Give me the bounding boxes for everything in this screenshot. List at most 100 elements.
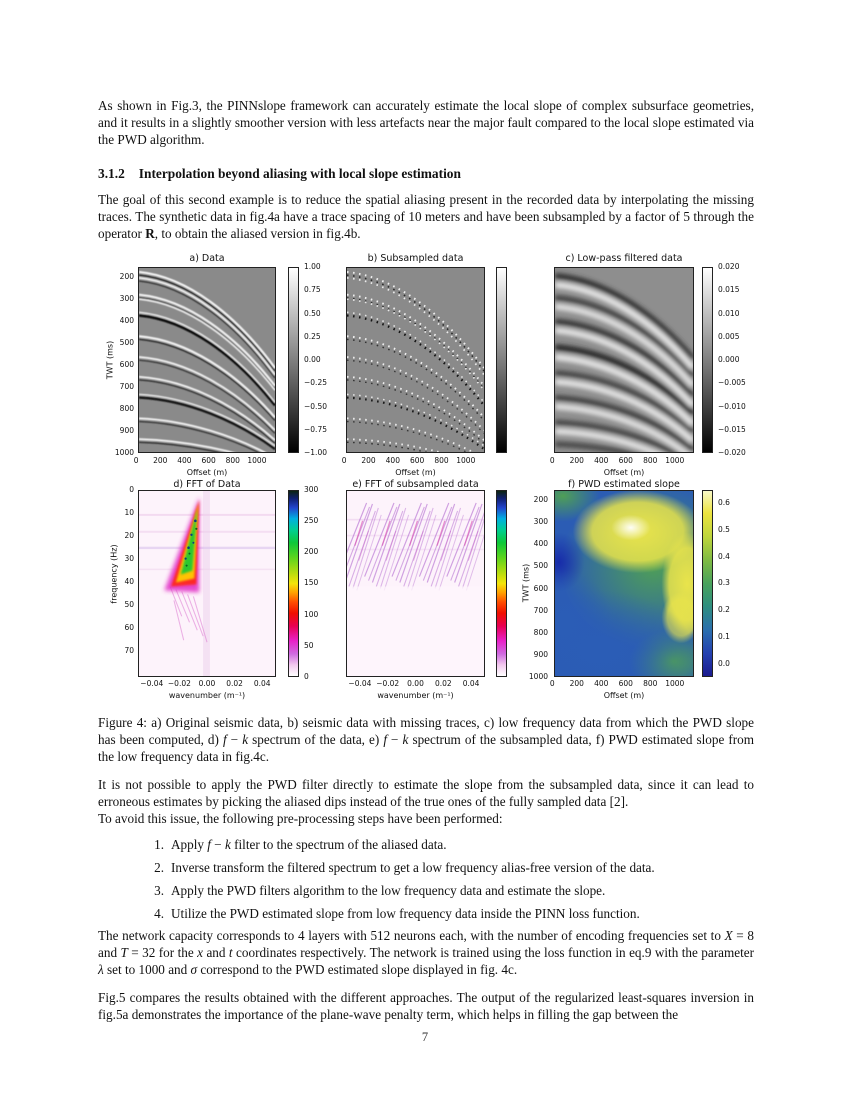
subplot-f-ytick-labels: 200 300 400 500 600 700 800 900 1000 (518, 495, 548, 682)
tick-label: 0.25 (304, 331, 321, 341)
figure-caption: Figure 4: a) Original seismic data, b) s… (98, 714, 754, 765)
preprocessing-steps-list: 1. Apply f − k filter to the spectrum of … (98, 836, 754, 928)
fft-subsampled-plot (347, 491, 484, 676)
text-segment: − (210, 837, 225, 852)
list-item: 1. Apply f − k filter to the spectrum of … (98, 836, 754, 853)
tick-label: 0.02 (226, 679, 243, 688)
text-segment: correspond to the PWD estimated slope di… (197, 962, 518, 977)
tick-label: 0 (304, 671, 309, 681)
tick-label: 300 (533, 517, 548, 527)
subplot-b-xtick-labels: 0 200 400 600 800 1000 (332, 456, 478, 466)
tick-label: 0.02 (434, 679, 452, 688)
tick-label: 0.010 (718, 308, 740, 318)
tick-label: 0.3 (718, 578, 730, 588)
tick-label: −0.02 (167, 679, 191, 688)
tick-label: 0.2 (718, 605, 730, 615)
tick-label: 1000 (456, 456, 476, 465)
text-segment: To avoid this issue, the following pre-p… (98, 811, 503, 826)
tick-label: 500 (533, 561, 548, 571)
tick-label: 1000 (665, 456, 685, 465)
tick-label: 150 (304, 578, 319, 588)
paragraph-1: As shown in Fig.3, the PINNslope framewo… (98, 97, 754, 148)
text-segment: The goal of this second example is to re… (98, 192, 754, 241)
tick-label: 800 (643, 679, 658, 688)
tick-label: 0.015 (718, 285, 740, 295)
text-segment: − (226, 732, 243, 747)
tick-label: −0.04 (140, 679, 164, 688)
text-segment: It is not possible to apply the PWD filt… (98, 777, 754, 809)
tick-label: 0.04 (253, 679, 271, 688)
text-segment: filter to the spectrum of the aliased da… (230, 837, 447, 852)
tick-label: 200 (533, 495, 548, 504)
subplot-a-seismic-image (138, 267, 276, 453)
subplot-b-title: b) Subsampled data (367, 253, 464, 264)
text-segment: t (228, 945, 233, 960)
subplot-f-xtick-labels: 0 200 400 600 800 1000 (540, 679, 687, 689)
text-segment: Figure 4: a) Original seismic data, b) s… (98, 715, 754, 747)
subplot-a-colorbar-ticks: 1.00 0.75 0.50 0.25 0.00 −0.25 −0.50 −0.75 −1.00 (304, 262, 338, 458)
tick-label: 20 (124, 531, 134, 540)
tick-label: 10 (124, 508, 134, 517)
tick-label: 0.50 (304, 308, 321, 318)
tick-label: 1000 (114, 448, 134, 457)
tick-label: 900 (119, 426, 134, 435)
tick-label: 100 (304, 609, 319, 619)
tick-label: 0.020 (718, 262, 740, 271)
subplot-e-xlabel: wavenumber (m⁻¹) (377, 691, 454, 700)
subplot-c-colorbar-ticks: 0.020 0.015 0.010 0.005 0.000 −0.005 −0.010 −0.… (718, 262, 758, 458)
tick-label: 800 (119, 404, 134, 413)
tick-label: 200 (304, 547, 319, 557)
subplot-a-title: a) Data (189, 253, 225, 264)
page-number: 7 (421, 1030, 429, 1044)
text-segment: Utilize the PWD estimated slope from low… (171, 906, 640, 921)
tick-label: 0.75 (304, 285, 321, 295)
tick-label: 0.6 (718, 498, 730, 507)
lowpass-data-plot (555, 268, 693, 452)
text-segment: coordinates respectively. The network is… (232, 945, 754, 960)
tick-label: 300 (304, 485, 319, 494)
subplot-f-slope-image (554, 490, 694, 677)
tick-label: 40 (124, 577, 134, 586)
subplot-b-colorbar (496, 267, 507, 453)
text-segment: k (402, 732, 409, 747)
tick-label: 0.4 (718, 551, 730, 561)
subplot-d-colorbar-ticks: 300 250 200 150 100 50 0 (304, 485, 334, 682)
tick-label: 70 (124, 646, 134, 655)
text-segment: Apply (171, 837, 208, 852)
tick-label: 60 (124, 623, 134, 632)
tick-label: 300 (119, 294, 134, 303)
subplot-f-colorbar (702, 490, 713, 677)
tick-label: 600 (618, 679, 633, 688)
list-item-number: 1. (154, 837, 164, 852)
paragraph-2: The goal of this second example is to re… (98, 191, 754, 242)
subplot-a-xlabel: Offset (m) (186, 468, 228, 477)
tick-label: 50 (304, 640, 314, 650)
tick-label: 0.0 (718, 658, 730, 668)
text-segment: X (724, 928, 733, 943)
text-segment: Inverse transform the filtered spectrum … (171, 860, 655, 875)
tick-label: −0.50 (304, 401, 327, 411)
text-segment: λ (98, 962, 104, 977)
tick-label: 400 (119, 316, 134, 325)
tick-label: −0.02 (376, 679, 400, 688)
tick-label: 600 (618, 456, 633, 465)
text-segment: f (383, 732, 387, 747)
tick-label: 800 (533, 627, 548, 637)
tick-label: 0 (133, 456, 139, 465)
subplot-f-xlabel: Offset (m) (603, 691, 645, 700)
text-segment: f (222, 732, 227, 747)
subplot-f-colorbar-ticks: 0.6 0.5 0.4 0.3 0.2 0.1 0.0 (718, 498, 742, 669)
tick-label: 200 (569, 456, 584, 465)
tick-label: 900 (533, 649, 548, 659)
tick-label: 600 (119, 360, 134, 369)
tick-label: 200 (361, 456, 376, 465)
tick-label: 250 (304, 516, 319, 526)
tick-label: 0.5 (718, 524, 730, 534)
subplot-e-title: e) FFT of subsampled data (352, 479, 479, 490)
text-segment: k (224, 837, 231, 852)
text-segment: Apply the PWD filters algorithm to the l… (171, 883, 606, 898)
tick-label: 0.00 (407, 679, 424, 688)
text-segment: The network capacity corresponds to 4 la… (98, 928, 725, 943)
seismic-data-plot (139, 268, 275, 452)
section-heading: 3.1.2 Interpolation beyond aliasing with … (98, 166, 754, 182)
